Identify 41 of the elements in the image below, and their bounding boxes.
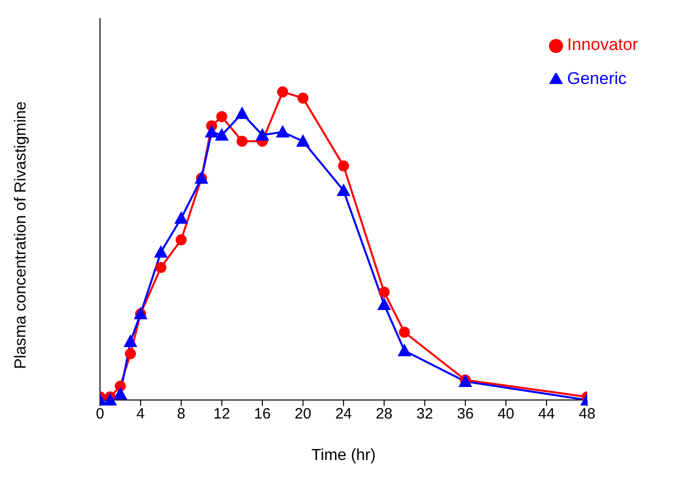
- point: [256, 128, 269, 141]
- point: [378, 286, 390, 298]
- point: [104, 394, 117, 406]
- x-tick-label: 24: [335, 406, 352, 423]
- x-tick-label: 48: [578, 406, 596, 423]
- point: [154, 246, 168, 258]
- point: [155, 262, 166, 274]
- point: [337, 184, 350, 196]
- x-tick-label: 28: [376, 406, 392, 423]
- legend-label: Innovator: [567, 35, 638, 54]
- point: [174, 212, 188, 224]
- x-axis-title: Time (hr): [311, 447, 376, 464]
- point: [296, 134, 310, 147]
- x-tick-label: 40: [498, 406, 514, 423]
- point: [176, 234, 187, 246]
- x-tick-label: 8: [177, 406, 186, 423]
- point: [205, 125, 218, 138]
- legend-label: Generic: [567, 69, 627, 88]
- x-tick-label: 0: [96, 406, 104, 423]
- x-tick-label: 16: [254, 406, 271, 423]
- y-axis-title: Plasma concentration of Rivastigmine: [12, 101, 30, 369]
- point: [276, 125, 290, 138]
- point: [216, 111, 228, 122]
- point: [338, 160, 350, 172]
- x-tick-label: 12: [213, 406, 230, 423]
- point: [236, 107, 249, 119]
- x-tick-label: 36: [456, 406, 474, 423]
- point: [277, 86, 288, 98]
- point: [114, 387, 127, 400]
- x-tick-label: 32: [416, 406, 434, 423]
- point: [398, 326, 410, 338]
- point: [124, 348, 136, 360]
- x-tick-label: 44: [538, 406, 555, 423]
- x-tick-label: 20: [294, 406, 312, 423]
- point: [297, 92, 308, 104]
- point: [236, 136, 248, 147]
- point: [378, 298, 391, 310]
- point: [124, 334, 137, 347]
- point: [398, 344, 411, 356]
- point: [215, 128, 228, 141]
- x-tick-label: 4: [136, 406, 145, 423]
